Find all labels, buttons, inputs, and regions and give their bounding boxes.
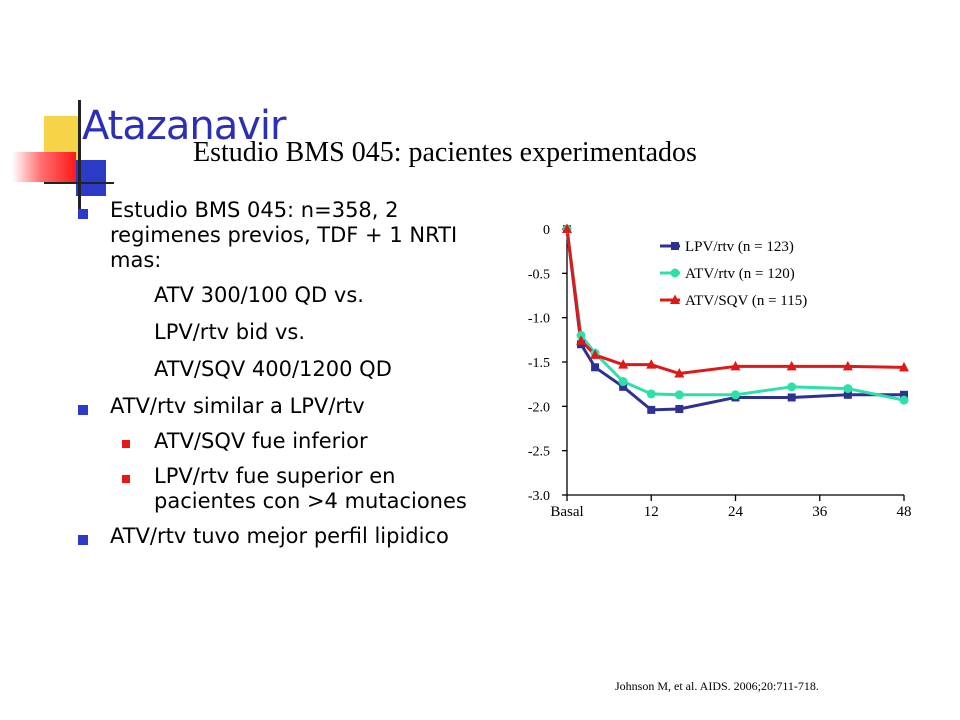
decor-vertical-line [78,100,81,212]
decor-red-gradient-bar [12,152,76,182]
sub-bullet-item: ATV/SQV fue inferior [74,429,474,454]
bullet-item: Estudio BMS 045: n=358, 2 regimenes prev… [74,198,474,273]
y-tick-label: -2.0 [528,400,550,415]
x-tick-label: Basal [550,504,583,520]
data-point [730,360,741,371]
legend-marker [670,268,680,278]
data-point [786,360,797,371]
y-tick-label: -0.5 [528,267,550,282]
legend-marker [670,294,680,304]
decor-horizontal-line [44,182,114,184]
y-tick-label: 0 [543,223,550,238]
series-line [565,228,905,376]
series-line [565,228,904,412]
data-point [674,368,685,378]
bullet-item: ATV/SQV 400/1200 QD [154,357,392,381]
data-point [899,395,909,405]
data-point [646,359,657,369]
y-tick-label: -3.0 [528,489,550,504]
slide-subtitle: Estudio BMS 045: pacientes experimentado… [193,137,697,168]
data-point [843,384,853,394]
legend-label: ATV/rtv (n = 120) [685,266,795,282]
data-point [843,390,852,399]
y-tick-label: -1.5 [528,356,550,371]
bullet-item: LPV/rtv bid vs. [154,320,305,344]
x-tick-label: 24 [728,504,744,520]
bullet-list: Estudio BMS 045: n=358, 2 regimenes prev… [74,198,474,559]
bullet-item: ATV 300/100 QD vs. [154,283,364,307]
data-point [787,382,797,392]
x-tick-label: 12 [644,504,659,520]
data-point [675,404,684,413]
data-point [647,405,656,414]
data-point [591,363,600,372]
data-point [674,390,684,400]
data-point [562,223,572,233]
data-point [619,382,628,391]
slide-title: Atazanavir [82,103,286,149]
data-point [842,360,853,371]
sub-bullet-item: LPV/rtv fue superior en pacientes con >4… [74,464,474,514]
y-tick-label: -2.5 [528,445,550,460]
decor-blue-block [76,160,106,196]
legend-label: ATV/SQV (n = 115) [685,293,807,309]
series-line [565,228,905,402]
data-point [646,389,656,399]
x-tick-label: 48 [897,504,912,520]
data-point [618,359,629,369]
data-point [899,361,909,372]
citation-text: Johnson M, et al. AIDS. 2006;20:711-718. [615,679,819,693]
data-point [618,377,628,387]
data-point [900,390,908,399]
data-point [576,335,587,345]
data-point [731,390,740,400]
data-point [590,349,601,359]
x-tick-label: 36 [812,504,828,520]
legend-label: LPV/rtv (n = 123) [685,239,794,255]
data-point [787,393,796,402]
y-tick-label: -1.0 [528,312,550,327]
legend-marker [671,242,679,250]
bullet-item: ATV/rtv tuvo mejor perfil lipidico [74,524,474,549]
bullet-item: ATV/rtv similar a LPV/rtv [74,394,474,419]
